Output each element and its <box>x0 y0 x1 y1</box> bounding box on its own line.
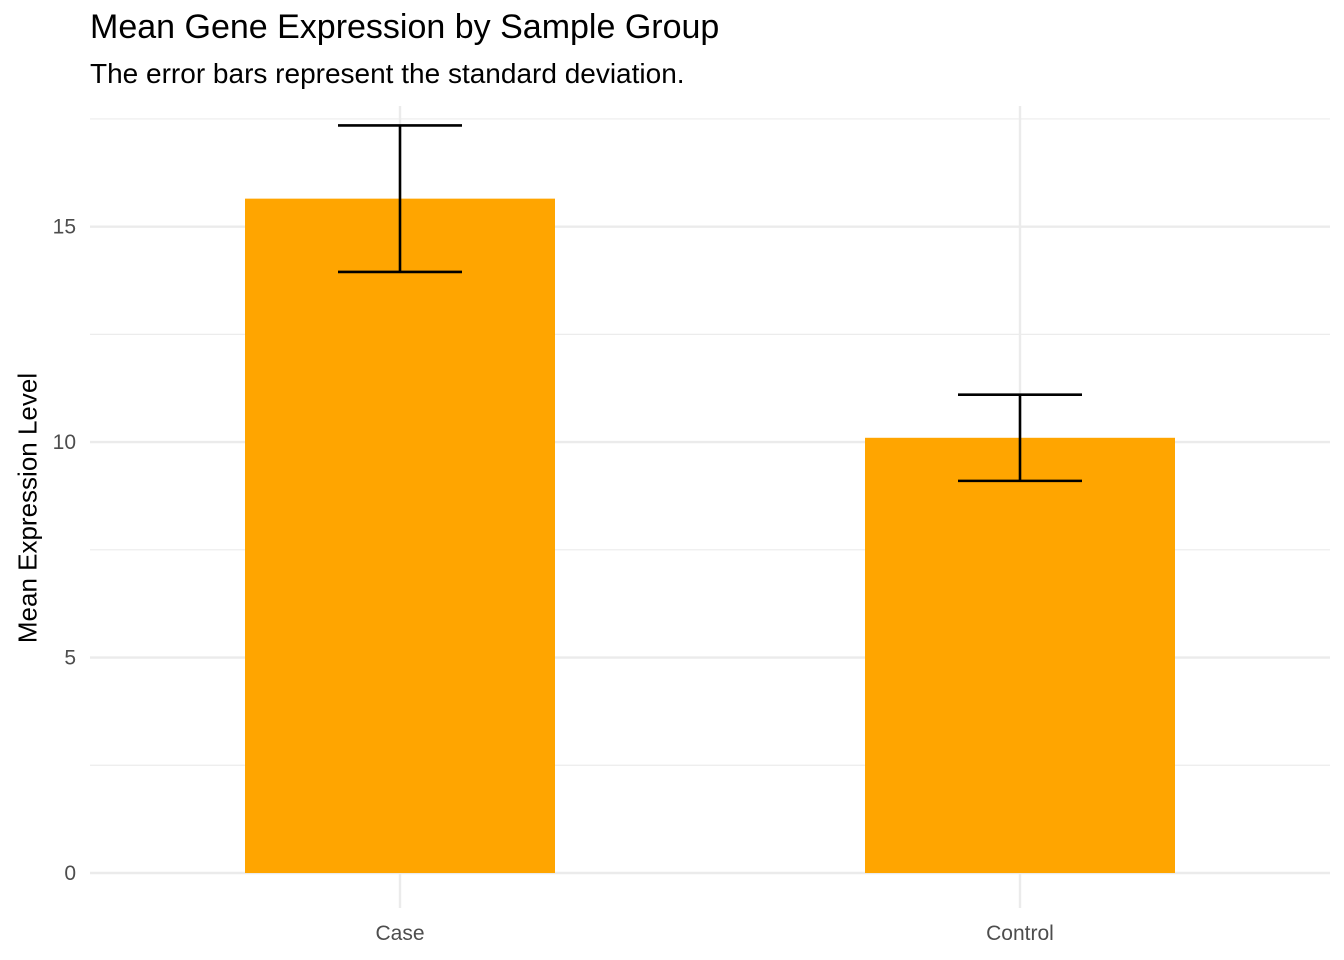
y-tick-label: 10 <box>53 431 76 454</box>
chart-subtitle: The error bars represent the standard de… <box>90 58 685 89</box>
x-tick-label: Case <box>375 922 424 945</box>
y-tick-label: 0 <box>64 862 76 885</box>
y-tick-label: 5 <box>64 647 76 670</box>
bar-case <box>245 198 555 874</box>
x-tick-label: Control <box>986 922 1054 945</box>
y-tick-label: 15 <box>53 216 76 239</box>
chart-title: Mean Gene Expression by Sample Group <box>90 8 720 46</box>
bar-control <box>865 437 1175 873</box>
